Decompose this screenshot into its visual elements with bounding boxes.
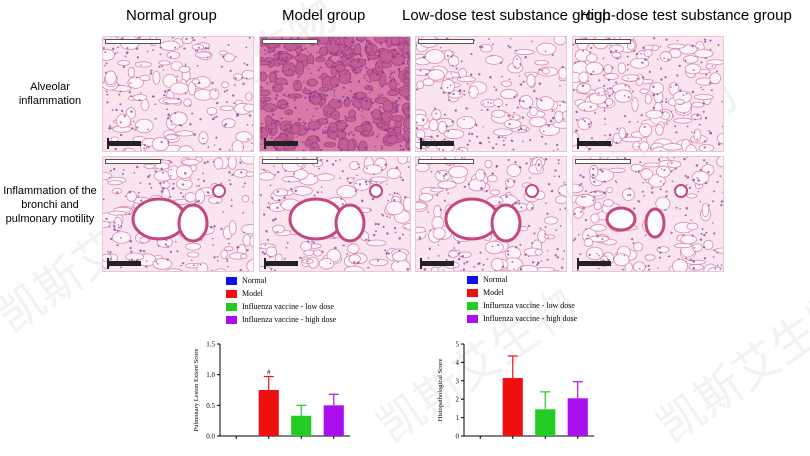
legend-label: Influenza vaccine - high dose bbox=[483, 314, 577, 323]
scale-bar bbox=[107, 141, 141, 146]
bar bbox=[291, 416, 311, 436]
chart-svg: 0.0 0.5 1.0 1.5 Pulmonary Lesion Extent Scor… bbox=[180, 338, 360, 447]
bar bbox=[568, 398, 588, 436]
y-tick-label: 5 bbox=[456, 341, 460, 349]
legend-swatch bbox=[226, 316, 237, 324]
micrograph-high-dose-bronchi bbox=[572, 156, 724, 272]
tissue-texture bbox=[103, 37, 254, 152]
watermark: 凯斯艾生物 bbox=[642, 270, 810, 456]
image-header-strip bbox=[262, 159, 318, 164]
column-title-high-dose: High-dose test substance group bbox=[580, 7, 792, 24]
tissue-texture bbox=[103, 157, 254, 272]
scale-bar bbox=[420, 141, 454, 146]
legend-swatch bbox=[467, 276, 478, 284]
tissue-texture bbox=[260, 157, 411, 272]
micrograph-model-alveolar bbox=[259, 36, 411, 152]
tissue-texture bbox=[416, 157, 567, 272]
chart-lesion-extent: 0.0 0.5 1.0 1.5 Pulmonary Lesion Extent Scor… bbox=[180, 338, 360, 447]
legend-label: Model bbox=[483, 288, 504, 297]
row-label-bronchi: Inflammation of the bronchi and pulmonar… bbox=[2, 184, 98, 226]
legend-label: Model bbox=[242, 289, 263, 298]
y-tick-label: 0 bbox=[456, 433, 460, 441]
image-header-strip bbox=[105, 39, 161, 44]
tissue-texture bbox=[573, 157, 724, 272]
image-header-strip bbox=[575, 39, 631, 44]
legend-swatch bbox=[467, 315, 478, 323]
image-header-strip bbox=[575, 159, 631, 164]
y-tick-label: 1.5 bbox=[206, 341, 215, 349]
bar bbox=[535, 409, 555, 436]
y-tick-label: 4 bbox=[456, 359, 460, 367]
legend-label: Normal bbox=[242, 276, 266, 285]
image-header-strip bbox=[262, 39, 318, 44]
micrograph-low-dose-alveolar bbox=[415, 36, 567, 152]
y-tick-label: 3 bbox=[456, 377, 460, 385]
scale-bar bbox=[577, 141, 611, 146]
image-header-strip bbox=[418, 39, 474, 44]
scale-bar bbox=[107, 261, 141, 266]
row-label-alveolar: Alveolar inflammation bbox=[2, 80, 98, 108]
y-tick-label: 2 bbox=[456, 396, 460, 404]
image-header-strip bbox=[418, 159, 474, 164]
chart-histopathological: 0 1 2 3 4 5 Histopathological Score bbox=[424, 338, 604, 447]
legend-label: Influenza vaccine - high dose bbox=[242, 315, 336, 324]
legend-swatch bbox=[226, 277, 237, 285]
scale-bar bbox=[420, 261, 454, 266]
legend-swatch bbox=[467, 302, 478, 310]
micrograph-normal-bronchi bbox=[102, 156, 254, 272]
legend-swatch bbox=[467, 289, 478, 297]
y-axis-label: Histopathological Score bbox=[437, 359, 444, 422]
legend-label: Influenza vaccine - low dose bbox=[242, 302, 334, 311]
y-tick-label: 0.5 bbox=[206, 402, 215, 410]
y-axis-label: Pulmonary Lesion Extent Score bbox=[193, 348, 200, 431]
significance-mark: # bbox=[267, 369, 271, 377]
legend-label: Influenza vaccine - low dose bbox=[483, 301, 575, 310]
column-title-normal: Normal group bbox=[126, 7, 217, 24]
scale-bar bbox=[577, 261, 611, 266]
y-tick-label: 1 bbox=[456, 414, 460, 422]
image-header-strip bbox=[105, 159, 161, 164]
legend-swatch bbox=[226, 303, 237, 311]
y-tick-label: 0.0 bbox=[206, 433, 215, 441]
chart-svg: 0 1 2 3 4 5 Histopathological Score bbox=[424, 338, 604, 447]
column-title-model: Model group bbox=[282, 7, 365, 24]
tissue-texture bbox=[416, 37, 567, 152]
micrograph-model-bronchi bbox=[259, 156, 411, 272]
tissue-texture bbox=[260, 37, 411, 152]
y-tick-label: 1.0 bbox=[206, 371, 215, 379]
micrograph-normal-alveolar bbox=[102, 36, 254, 152]
bar bbox=[259, 390, 279, 436]
legend-swatch bbox=[226, 290, 237, 298]
bar bbox=[503, 378, 523, 436]
micrograph-low-dose-bronchi bbox=[415, 156, 567, 272]
tissue-texture bbox=[573, 37, 724, 152]
scale-bar bbox=[264, 141, 298, 146]
micrograph-high-dose-alveolar bbox=[572, 36, 724, 152]
bar bbox=[324, 405, 344, 436]
legend-label: Normal bbox=[483, 275, 507, 284]
scale-bar bbox=[264, 261, 298, 266]
